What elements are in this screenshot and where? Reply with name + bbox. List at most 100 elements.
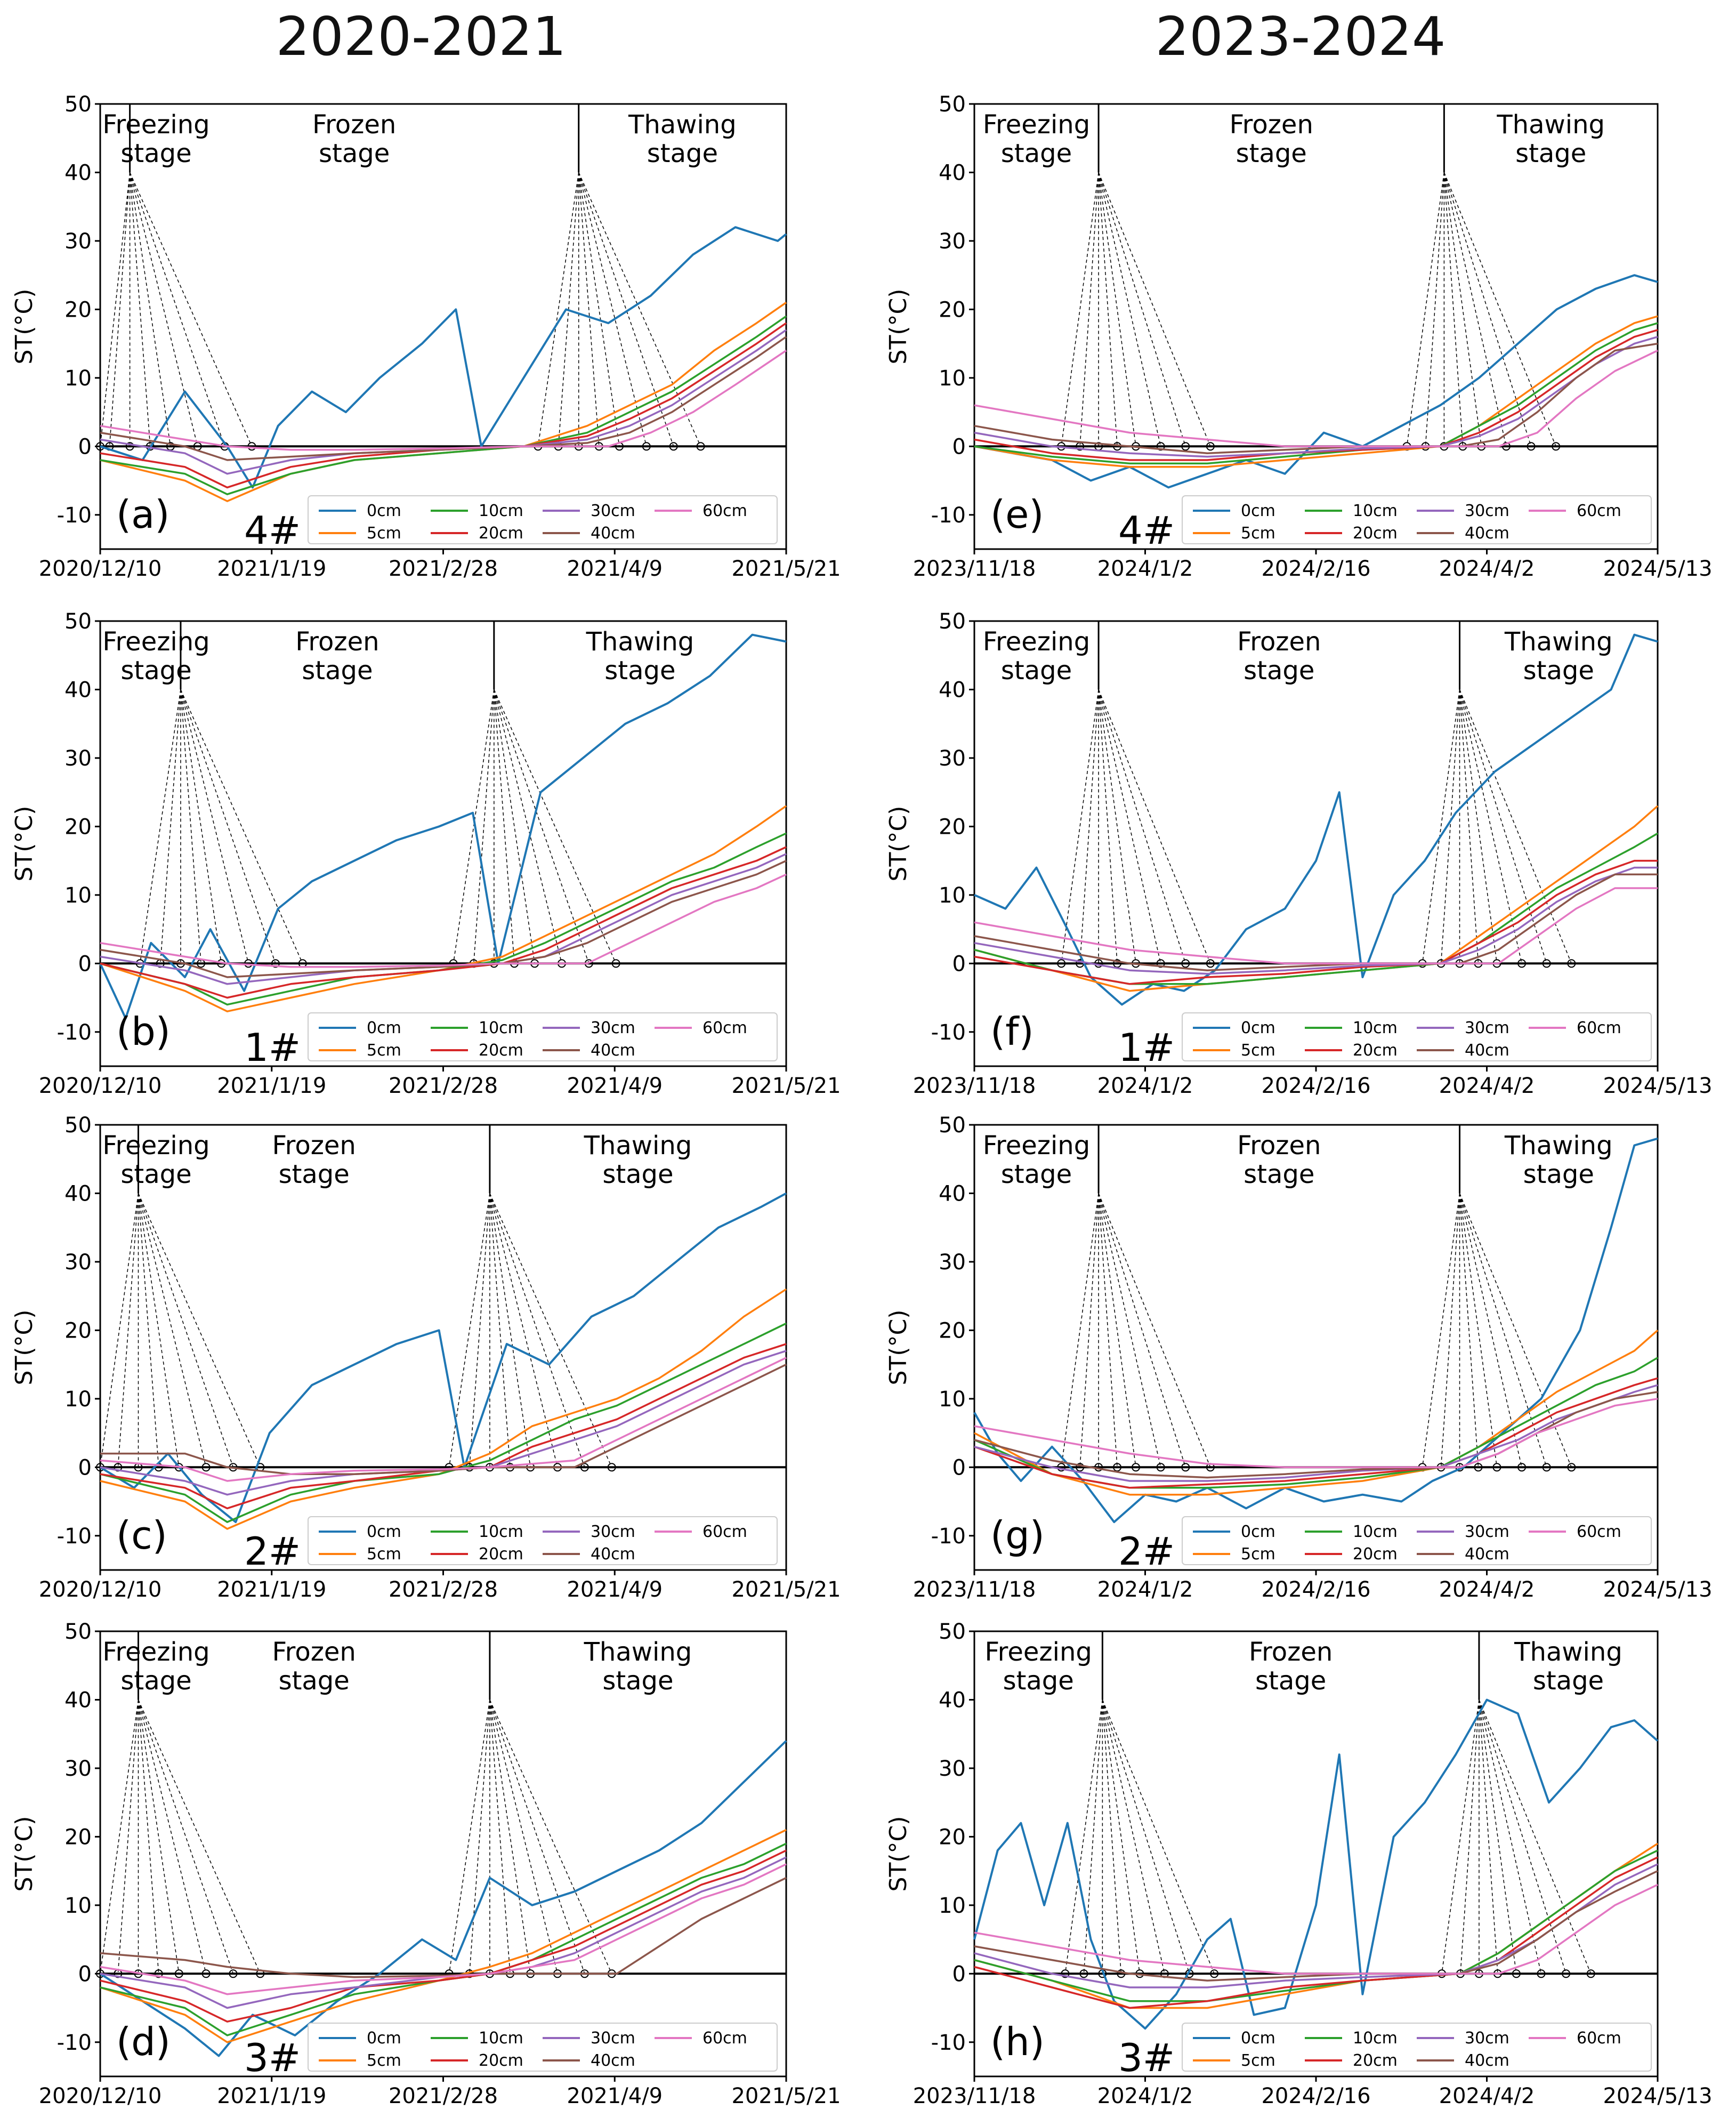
fan-line <box>489 1700 558 1974</box>
fan-line <box>129 172 171 447</box>
chart-panel-h: -10 0 10 20 30 40 50 ST(°C) 2023/11/18 2024/1/2 20… <box>885 1621 1713 2108</box>
fan-line <box>489 1700 531 1974</box>
fan-line <box>1459 1193 1479 1468</box>
y-tick-label: 30 <box>64 1757 92 1781</box>
fan-line <box>138 1193 261 1468</box>
y-tick-label: 10 <box>939 1894 966 1918</box>
legend-label: 40cm <box>1465 1041 1509 1060</box>
series-line-5cm <box>100 302 787 502</box>
site-label: 4# <box>1118 508 1175 553</box>
legend-label: 60cm <box>1577 1019 1621 1037</box>
fan-line <box>494 689 535 964</box>
chart-panel-e: -10 0 10 20 30 40 50 ST(°C) 2023/11/18 2024/1/2 20… <box>885 93 1713 581</box>
legend-label: 30cm <box>1465 502 1509 520</box>
fan-line <box>117 1700 139 1974</box>
series-line-30cm <box>100 1350 787 1496</box>
y-axis-label: ST(°C) <box>885 289 912 365</box>
y-tick-label: 0 <box>952 952 966 976</box>
legend-box <box>308 1012 778 1061</box>
fan-line <box>1479 1700 1567 1974</box>
stage-label: Thawing stage <box>628 110 737 168</box>
fan-line <box>1440 689 1460 964</box>
y-tick-label: 10 <box>64 1894 92 1918</box>
fan-line <box>1083 1700 1103 1974</box>
y-tick-label: 40 <box>939 1181 966 1206</box>
x-tick-label: 2021/5/21 <box>731 557 841 581</box>
y-tick-label: 20 <box>64 1318 92 1343</box>
zero-crossing-marker <box>247 442 256 451</box>
fan-line <box>1459 689 1498 964</box>
series-line-60cm <box>974 887 1658 965</box>
legend-label: 0cm <box>367 1019 401 1037</box>
y-tick-label: 30 <box>939 1250 966 1275</box>
zero-crossing-marker <box>1206 442 1215 451</box>
y-tick-label: -10 <box>57 1524 92 1549</box>
zero-crossing-marker <box>1501 442 1511 451</box>
plot-frame <box>973 1630 1659 2077</box>
legend-label: 30cm <box>1465 1019 1509 1037</box>
fan-line <box>1098 172 1211 447</box>
stage-label: Freezing stage <box>983 1131 1090 1189</box>
zero-crossing-marker <box>1210 1969 1219 1978</box>
fan-line <box>578 172 600 447</box>
fan-line <box>138 1700 159 1974</box>
legend-label: 0cm <box>1241 1019 1275 1037</box>
fan-line <box>1098 689 1186 964</box>
site-label: 1# <box>1118 1025 1175 1070</box>
zero-crossing-marker <box>271 959 280 968</box>
series-line-20cm <box>100 1343 787 1510</box>
y-tick-label: 20 <box>64 297 92 322</box>
x-tick-label: 2024/2/16 <box>1261 2084 1370 2108</box>
stage-label: Thawing stage <box>1514 1637 1622 1696</box>
fan-line <box>1479 1700 1498 1974</box>
series-line-0cm <box>974 633 1658 1006</box>
fan-line <box>489 1193 531 1468</box>
fan-line <box>180 689 249 964</box>
stage-label: Freezing stage <box>102 110 209 168</box>
fan-line <box>138 1193 234 1468</box>
legend-label: 5cm <box>367 1041 401 1060</box>
legend-box <box>308 2023 778 2072</box>
y-tick-label: 0 <box>78 434 92 459</box>
y-tick-label: 50 <box>64 610 92 634</box>
legend-label: 5cm <box>367 2051 401 2070</box>
zero-crossing-marker <box>1156 1463 1165 1472</box>
zero-crossing-marker <box>1474 1463 1483 1472</box>
legend-label: 10cm <box>1353 502 1398 520</box>
x-tick-label: 2024/5/13 <box>1603 2084 1712 2108</box>
y-tick-label: 20 <box>939 297 966 322</box>
fan-line <box>129 172 198 447</box>
series-line-40cm <box>100 860 787 978</box>
x-tick-label: 2024/4/2 <box>1439 1577 1535 1602</box>
legend-label: 60cm <box>703 502 747 520</box>
fan-line <box>578 172 674 447</box>
site-label: 3# <box>1118 2035 1175 2080</box>
fan-line <box>473 689 495 964</box>
stage-label: Frozen stage <box>272 1131 356 1189</box>
series-line-60cm <box>100 350 787 451</box>
fan-line <box>1443 172 1482 447</box>
fan-line <box>100 172 131 447</box>
legend-label: 20cm <box>1353 2051 1398 2070</box>
stage-label: Frozen stage <box>312 110 396 168</box>
x-tick-label: 2021/5/21 <box>731 1577 841 1602</box>
zero-crossing-marker <box>201 1969 211 1978</box>
fan-line <box>180 689 222 964</box>
legend-label: 40cm <box>591 2051 635 2070</box>
fan-line <box>489 1193 585 1468</box>
x-tick-label: 2023/11/18 <box>913 2084 1036 2108</box>
y-tick-label: 30 <box>64 1250 92 1275</box>
series-line-0cm <box>100 226 787 489</box>
fan-line <box>180 689 276 964</box>
legend-label: 30cm <box>1465 2029 1509 2048</box>
legend-label: 10cm <box>479 2029 523 2048</box>
zero-crossing-marker <box>611 959 620 968</box>
legend-box <box>308 1516 778 1565</box>
legend-label: 10cm <box>1353 2029 1398 2048</box>
series-line-60cm <box>100 1863 787 1995</box>
x-tick-label: 2020/12/10 <box>39 2084 162 2108</box>
site-label: 2# <box>1118 1529 1175 1574</box>
fan-line <box>1079 1193 1099 1468</box>
series-line-5cm <box>100 805 787 1012</box>
y-axis-label: ST(°C) <box>11 806 38 882</box>
